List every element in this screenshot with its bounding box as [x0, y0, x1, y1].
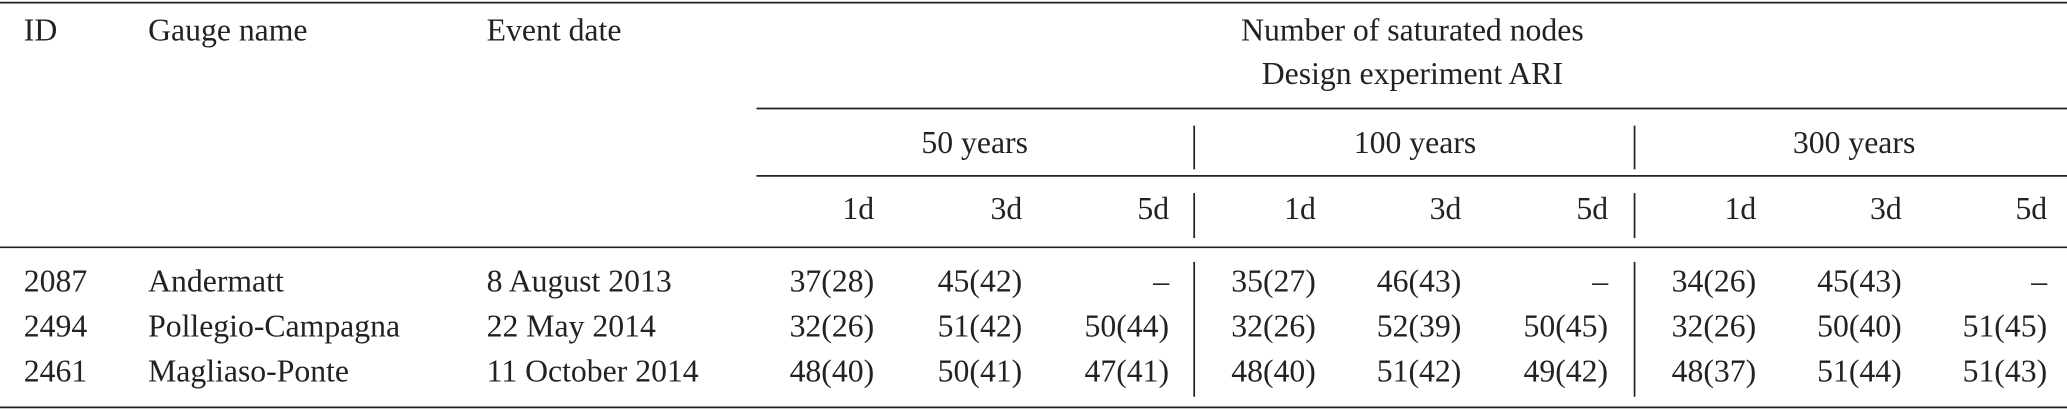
header-gauge: Gauge name — [148, 12, 307, 47]
cell-value: 45(42) — [938, 264, 1023, 299]
cell-id: 2461 — [24, 354, 87, 389]
duration-header: 5d — [1137, 191, 1169, 226]
duration-header: 3d — [991, 191, 1023, 226]
cell-date: 22 May 2014 — [487, 309, 656, 344]
cell-value: 50(44) — [1084, 309, 1169, 344]
cell-value: 45(43) — [1817, 264, 1902, 299]
cell-value: 34(26) — [1672, 264, 1757, 299]
cell-value: 51(42) — [938, 309, 1023, 344]
duration-header: 5d — [2015, 191, 2047, 226]
group-title: Number of saturated nodes — [1241, 12, 1584, 47]
cell-value: 48(37) — [1672, 354, 1757, 389]
duration-header: 1d — [1725, 191, 1757, 226]
cell-gauge: Pollegio-Campagna — [148, 309, 400, 344]
group-title: Design experiment ARI — [1262, 56, 1563, 91]
cell-value: 47(41) — [1084, 354, 1169, 389]
cell-value: – — [2030, 264, 2048, 299]
duration-header: 1d — [842, 191, 874, 226]
cell-value: 46(43) — [1377, 264, 1462, 299]
period-header: 50 years — [921, 125, 1028, 160]
cell-value: 51(43) — [1963, 354, 2048, 389]
cell-value: 35(27) — [1231, 264, 1316, 299]
header-date: Event date — [487, 12, 622, 47]
cell-value: – — [1152, 264, 1170, 299]
duration-header: 3d — [1870, 191, 1902, 226]
period-header: 100 years — [1354, 125, 1476, 160]
cell-date: 11 October 2014 — [487, 354, 699, 389]
cell-gauge: Andermatt — [148, 264, 284, 299]
cell-value: 37(28) — [790, 264, 875, 299]
cell-value: 51(42) — [1377, 354, 1462, 389]
cell-value: 52(39) — [1377, 309, 1462, 344]
header-id: ID — [24, 12, 57, 47]
cell-value: – — [1591, 264, 1609, 299]
cell-value: 48(40) — [1231, 354, 1316, 389]
duration-header: 3d — [1430, 191, 1462, 226]
cell-value: 32(26) — [790, 309, 875, 344]
cell-value: 48(40) — [790, 354, 875, 389]
period-header: 300 years — [1793, 125, 1915, 160]
cell-value: 51(44) — [1817, 354, 1902, 389]
cell-value: 51(45) — [1963, 309, 2048, 344]
cell-value: 49(42) — [1524, 354, 1609, 389]
duration-header: 5d — [1576, 191, 1608, 226]
cell-value: 50(45) — [1524, 309, 1609, 344]
duration-header: 1d — [1284, 191, 1316, 226]
cell-value: 32(26) — [1672, 309, 1757, 344]
cell-gauge: Magliaso-Ponte — [148, 354, 349, 389]
cell-date: 8 August 2013 — [487, 264, 672, 299]
cell-id: 2494 — [24, 309, 88, 344]
cell-value: 32(26) — [1231, 309, 1316, 344]
cell-value: 50(41) — [938, 354, 1023, 389]
cell-value: 50(40) — [1817, 309, 1902, 344]
separators — [1193, 125, 1636, 397]
cell-id: 2087 — [24, 264, 87, 299]
